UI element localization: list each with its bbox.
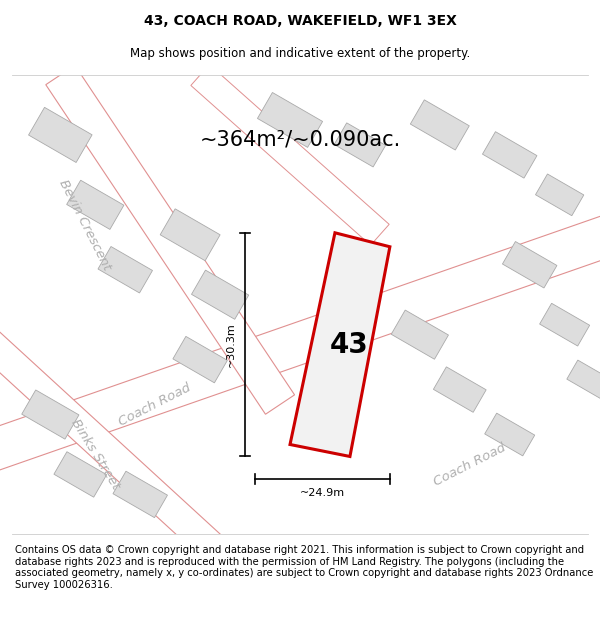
Polygon shape [502,241,557,288]
Polygon shape [113,471,167,518]
Text: ~30.3m: ~30.3m [226,322,236,367]
Polygon shape [410,100,469,150]
Text: Bevin Crescent: Bevin Crescent [57,177,114,272]
Text: Map shows position and indicative extent of the property.: Map shows position and indicative extent… [130,48,470,61]
Polygon shape [98,246,152,293]
Polygon shape [567,360,600,399]
Text: Coach Road: Coach Road [431,441,508,488]
Polygon shape [391,310,448,359]
Text: ~24.9m: ~24.9m [300,488,345,498]
Polygon shape [257,92,323,148]
Polygon shape [22,390,79,439]
Polygon shape [334,123,386,167]
Polygon shape [160,209,220,261]
Polygon shape [191,270,249,319]
Text: ~364m²/~0.090ac.: ~364m²/~0.090ac. [199,130,401,150]
Text: 43, COACH ROAD, WAKEFIELD, WF1 3EX: 43, COACH ROAD, WAKEFIELD, WF1 3EX [143,14,457,28]
Polygon shape [54,452,107,497]
Polygon shape [67,180,124,229]
Polygon shape [29,107,92,162]
Text: Contains OS data © Crown copyright and database right 2021. This information is : Contains OS data © Crown copyright and d… [15,545,593,590]
Polygon shape [433,367,486,413]
Polygon shape [173,336,227,383]
Polygon shape [485,413,535,456]
Polygon shape [0,324,230,566]
Polygon shape [290,232,390,456]
Polygon shape [535,174,584,216]
Polygon shape [0,205,600,474]
Polygon shape [482,132,537,178]
Polygon shape [539,303,590,346]
Polygon shape [191,64,389,245]
Text: Coach Road: Coach Road [117,381,193,428]
Polygon shape [46,65,295,414]
Text: 43: 43 [330,331,368,359]
Text: Binks Street: Binks Street [68,417,122,492]
